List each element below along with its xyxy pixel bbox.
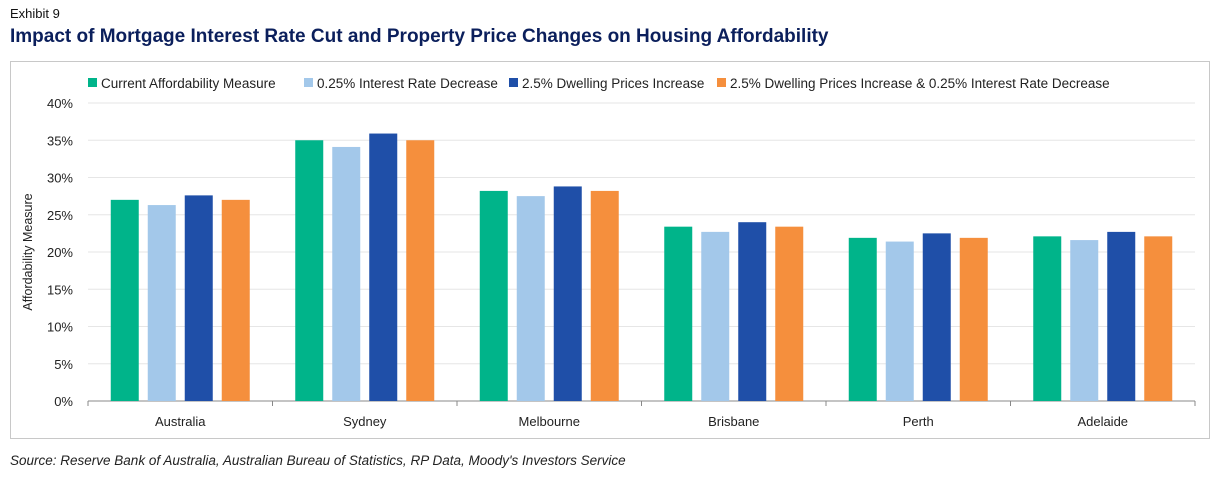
bar [221,199,250,401]
exhibit-label: Exhibit 9 [10,6,60,21]
chart-title: Impact of Mortgage Interest Rate Cut and… [10,26,829,47]
x-tick-label: Australia [155,414,206,429]
bar [553,186,582,401]
bar [110,199,139,401]
bar [885,241,914,401]
x-tick-label: Brisbane [708,414,759,429]
bar [922,233,951,401]
bar [184,195,213,401]
x-tick-label: Adelaide [1077,414,1128,429]
x-tick-label: Sydney [343,414,387,429]
bar [147,205,176,401]
y-tick-label: 40% [47,96,73,111]
bar [1144,236,1173,401]
bar [701,231,730,401]
chart-frame [10,61,1210,439]
bar [775,226,804,401]
y-tick-label: 35% [47,133,73,148]
legend-swatch [304,78,313,87]
y-tick-label: 20% [47,245,73,260]
bar [1070,240,1099,401]
y-tick-label: 25% [47,208,73,223]
bar [848,237,877,401]
y-tick-label: 10% [47,320,73,335]
legend-label: 2.5% Dwelling Prices Increase [522,76,704,91]
bar [479,190,508,401]
bar [516,196,545,401]
bar [1107,231,1136,401]
source-note: Source: Reserve Bank of Australia, Austr… [10,453,626,468]
legend-swatch [88,78,97,87]
x-tick-label: Melbourne [519,414,580,429]
legend-label: Current Affordability Measure [101,76,276,91]
legend-label: 0.25% Interest Rate Decrease [317,76,498,91]
y-tick-label: 0% [54,394,73,409]
bar [332,146,361,401]
bar [738,222,767,401]
y-tick-label: 5% [54,357,73,372]
bar [1033,236,1062,401]
bar [664,226,693,401]
bar [295,140,324,401]
x-tick-label: Perth [903,414,934,429]
legend-swatch [717,78,726,87]
legend-swatch [509,78,518,87]
y-tick-label: 15% [47,282,73,297]
y-axis-label: Affordability Measure [21,193,35,310]
bar [590,190,619,401]
bar [959,237,988,401]
y-tick-label: 30% [47,171,73,186]
bar [369,133,398,402]
legend-label: 2.5% Dwelling Prices Increase & 0.25% In… [730,76,1110,91]
bar [406,140,435,401]
